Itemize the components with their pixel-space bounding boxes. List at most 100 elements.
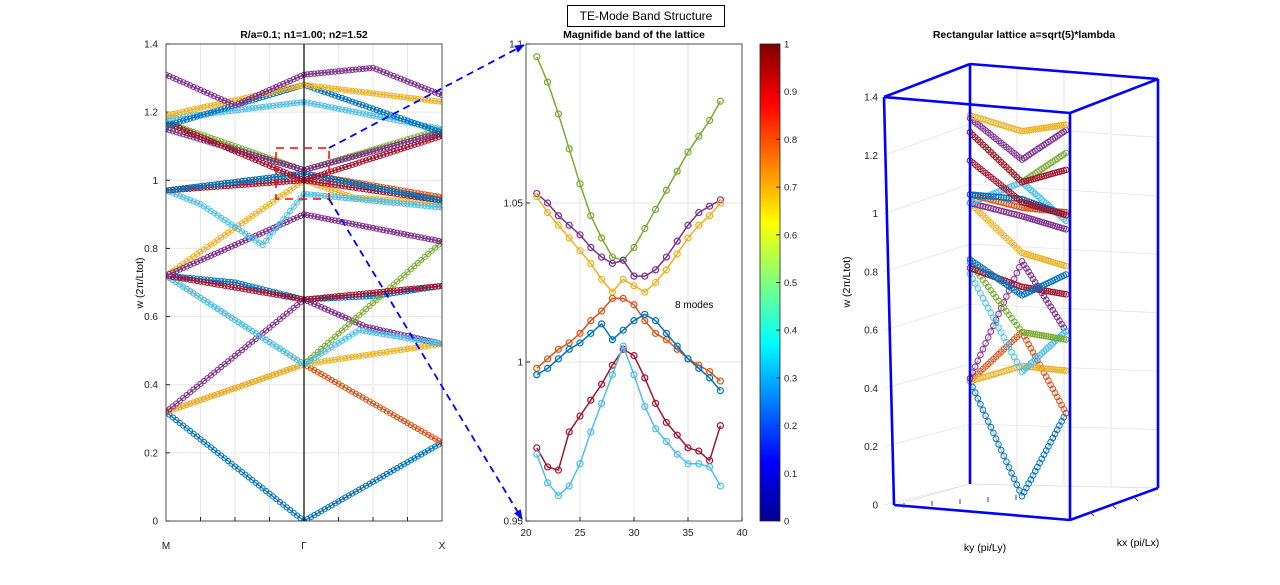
band-marker: [259, 159, 266, 167]
band-marker: [369, 224, 377, 232]
band-marker: [359, 484, 366, 491]
lattice-marker: [1060, 121, 1068, 129]
band-marker: [338, 106, 346, 113]
band-marker: [373, 225, 380, 232]
colorbar-tick-label: 0: [784, 517, 789, 528]
band-marker: [318, 69, 325, 77]
band-marker: [262, 88, 270, 95]
lattice-marker: [987, 423, 995, 431]
band-marker: [363, 323, 370, 330]
band-marker: [180, 79, 187, 86]
band-marker: [290, 163, 297, 171]
magnified-marker-green: [554, 110, 563, 118]
band-marker: [259, 175, 266, 182]
band-marker: [214, 390, 221, 398]
band-marker: [428, 283, 435, 291]
band-marker: [345, 321, 352, 328]
band-marker: [242, 177, 249, 184]
band-marker: [425, 133, 432, 140]
band-marker: [294, 363, 301, 370]
band-marker: [411, 95, 418, 102]
magnified-marker-yellow: [587, 259, 595, 268]
band-marker: [390, 148, 397, 155]
band-marker: [342, 384, 349, 391]
band-marker: [383, 470, 390, 478]
magnified-marker-yellow: [576, 247, 584, 255]
box-edge: [969, 62, 1159, 81]
band-marker: [266, 162, 273, 169]
band-marker: [166, 186, 173, 194]
band-marker: [173, 110, 180, 117]
band-marker: [366, 65, 373, 72]
band-marker: [280, 292, 287, 300]
band-marker: [335, 194, 342, 201]
band-marker: [235, 100, 242, 107]
band-marker: [369, 64, 377, 71]
band-marker: [325, 103, 332, 110]
band-marker: [325, 504, 332, 511]
band-marker: [294, 83, 301, 90]
lattice-marker: [1053, 122, 1061, 130]
band-marker: [428, 339, 435, 346]
band-marker: [290, 215, 297, 223]
band-marker: [204, 136, 211, 143]
band-marker: [380, 186, 387, 193]
lattice-marker: [1000, 452, 1008, 460]
lattice-marker: [1023, 127, 1030, 134]
magnified-marker-orange: [630, 301, 638, 309]
band-marker: [359, 102, 366, 109]
magnified-marker-purple: [554, 212, 563, 220]
band-marker: [214, 277, 221, 284]
band-marker: [394, 229, 401, 236]
magnified-marker-green: [630, 243, 638, 252]
band-marker: [352, 195, 359, 203]
band-marker: [331, 378, 339, 386]
lattice-marker: [974, 395, 982, 402]
band-marker: [383, 92, 390, 99]
band-marker: [363, 351, 370, 359]
band-marker: [407, 201, 415, 208]
magnified-marker-purple: [565, 221, 573, 229]
band-marker: [318, 87, 325, 94]
lattice-marker: [1003, 339, 1010, 346]
band-marker: [369, 329, 377, 336]
magnified-marker-yellow: [651, 278, 660, 287]
band-marker: [352, 66, 359, 73]
middle-axes-box: [525, 43, 743, 522]
lattice-marker: [1027, 360, 1035, 367]
band-marker: [345, 67, 352, 74]
band-marker: [404, 269, 411, 276]
lattice-marker: [1027, 272, 1035, 279]
band-marker: [231, 102, 239, 109]
magnified-marker-blue: [651, 317, 660, 325]
band-marker: [325, 175, 332, 182]
band-marker: [314, 83, 321, 90]
band-marker: [352, 319, 359, 326]
right-title: Rectangular lattice a=sqrt(5)*lambda: [933, 29, 1116, 41]
band-marker: [166, 115, 173, 122]
band-marker: [363, 111, 370, 118]
band-marker: [356, 222, 363, 229]
band-marker: [200, 255, 208, 262]
band-marker: [297, 175, 304, 182]
band-marker: [387, 71, 394, 78]
band-marker: [187, 82, 194, 89]
band-marker: [231, 178, 239, 186]
band-marker: [383, 186, 390, 193]
band-marker: [335, 157, 342, 164]
band-marker: [297, 362, 304, 369]
lattice-line-b9: [969, 202, 1067, 267]
band-marker: [421, 138, 428, 145]
band-marker: [193, 398, 201, 405]
band-marker: [280, 216, 287, 223]
band-marker: [414, 453, 421, 460]
band-marker: [394, 188, 401, 195]
band-marker: [380, 109, 387, 116]
band-marker: [287, 100, 294, 107]
band-marker: [342, 86, 349, 94]
band-markers-band8: [166, 272, 442, 303]
band-marker: [318, 304, 325, 311]
band-marker: [435, 196, 442, 204]
band-marker: [397, 93, 404, 100]
band-marker: [325, 169, 332, 176]
